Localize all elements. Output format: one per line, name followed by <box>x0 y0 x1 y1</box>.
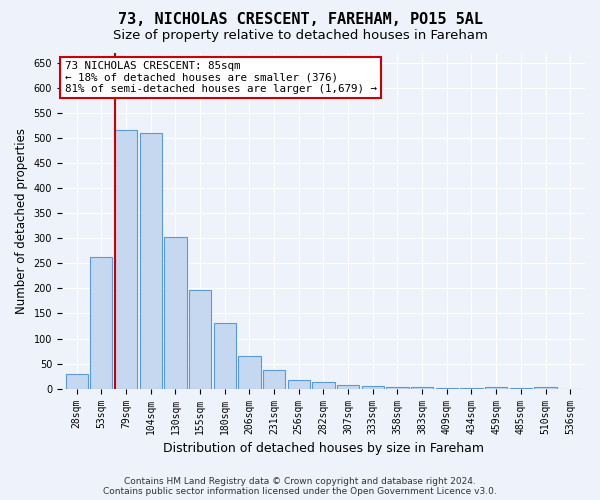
Text: 73, NICHOLAS CRESCENT, FAREHAM, PO15 5AL: 73, NICHOLAS CRESCENT, FAREHAM, PO15 5AL <box>118 12 482 28</box>
Bar <box>65 374 88 388</box>
Text: Contains HM Land Registry data © Crown copyright and database right 2024.
Contai: Contains HM Land Registry data © Crown c… <box>103 476 497 496</box>
Bar <box>485 386 507 388</box>
Y-axis label: Number of detached properties: Number of detached properties <box>15 128 28 314</box>
Bar <box>140 133 162 388</box>
Bar <box>115 130 137 388</box>
Bar <box>287 380 310 388</box>
Bar <box>238 356 260 388</box>
Bar <box>164 237 187 388</box>
Bar <box>362 386 384 388</box>
Bar <box>263 370 285 388</box>
Text: 73 NICHOLAS CRESCENT: 85sqm
← 18% of detached houses are smaller (376)
81% of se: 73 NICHOLAS CRESCENT: 85sqm ← 18% of det… <box>65 61 377 94</box>
X-axis label: Distribution of detached houses by size in Fareham: Distribution of detached houses by size … <box>163 442 484 455</box>
Bar <box>386 386 409 388</box>
Bar <box>214 324 236 388</box>
Text: Size of property relative to detached houses in Fareham: Size of property relative to detached ho… <box>113 29 487 42</box>
Bar <box>313 382 335 388</box>
Bar <box>337 384 359 388</box>
Bar <box>90 256 112 388</box>
Bar <box>411 387 433 388</box>
Bar <box>189 290 211 388</box>
Bar <box>535 386 557 388</box>
